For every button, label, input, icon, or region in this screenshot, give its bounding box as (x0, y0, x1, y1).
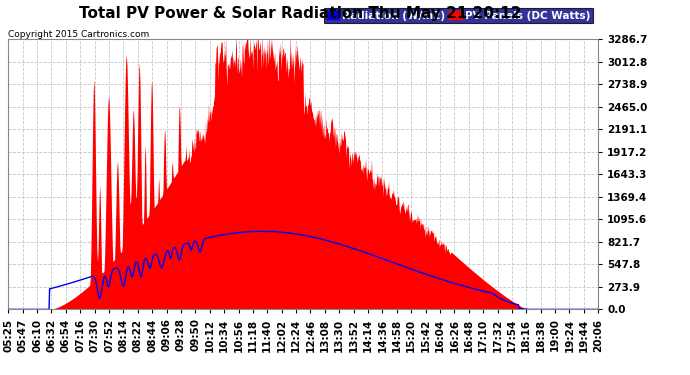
Text: Total PV Power & Solar Radiation Thu May 21 20:12: Total PV Power & Solar Radiation Thu May… (79, 6, 522, 21)
Text: Copyright 2015 Cartronics.com: Copyright 2015 Cartronics.com (8, 30, 150, 39)
Legend: Radiation (W/m2), PV Panels (DC Watts): Radiation (W/m2), PV Panels (DC Watts) (324, 8, 593, 23)
